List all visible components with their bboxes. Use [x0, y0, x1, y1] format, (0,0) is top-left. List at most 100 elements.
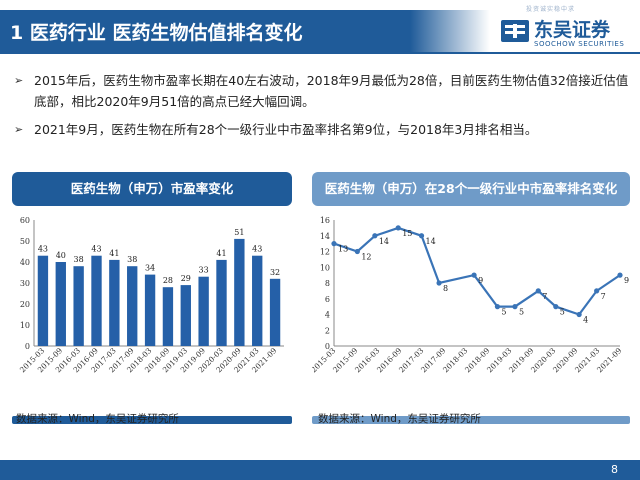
left-chart-source: 数据来源：Wind，东吴证券研究所	[16, 413, 179, 425]
left-chart-footer-bar	[12, 416, 292, 424]
bar	[127, 266, 138, 346]
bullet-text: 2015年后，医药生物市盈率长期在40左右波动，2018年9月最低为28倍，目前…	[34, 73, 629, 109]
rank-point	[331, 241, 337, 247]
left-chart-header: 医药生物（申万）市盈率变化	[12, 172, 292, 206]
y-tick-label: 50	[20, 237, 30, 246]
rank-line-chart: 02468101214162015-032015-092016-032016-0…	[312, 216, 629, 375]
logo-text-cn: 东吴证券	[534, 19, 611, 41]
bar-data-label: 38	[127, 255, 137, 264]
logo-mark-icon	[501, 20, 529, 42]
rank-data-label: 14	[379, 237, 389, 246]
y-tick-label: 0	[325, 342, 330, 351]
rank-data-label: 4	[583, 316, 588, 325]
y-tick-label: 20	[20, 300, 30, 309]
y-tick-label: 2	[325, 326, 330, 335]
rank-data-label: 9	[624, 276, 629, 285]
bar	[252, 255, 263, 346]
rank-point	[395, 225, 401, 231]
y-tick-label: 10	[20, 321, 30, 330]
rank-data-label: 5	[519, 308, 524, 317]
rank-point	[471, 272, 477, 278]
left-chart-title: 医药生物（申万）市盈率变化	[70, 181, 234, 196]
bar-data-label: 43	[252, 245, 262, 254]
rank-data-label: 8	[443, 284, 448, 293]
bar	[269, 278, 281, 346]
y-tick-label: 60	[20, 216, 30, 225]
bar	[37, 255, 49, 346]
rank-series-line	[333, 226, 621, 316]
header-divider	[0, 52, 640, 54]
right-chart-panel: 医药生物（申万）在28个一级行业中市盈率排名变化 0 2 4 6 8 10 12 14 16 20…	[312, 172, 630, 424]
bar	[55, 262, 66, 346]
y-tick-label: 40	[20, 258, 30, 267]
rank-data-label: 5	[560, 308, 565, 317]
rank-data-label: 5	[501, 308, 506, 317]
right-chart-source: 数据来源：Wind，东吴证券研究所	[318, 413, 481, 425]
bar-data-label: 29	[181, 274, 191, 283]
y-tick-label: 16	[320, 216, 330, 225]
rank-point	[535, 288, 541, 294]
bar	[162, 287, 174, 346]
rank-point	[553, 304, 559, 310]
bar-data-label: 32	[270, 268, 280, 277]
bar	[216, 259, 227, 346]
bar-data-label: 43	[91, 245, 101, 254]
right-chart-title: 医药生物（申万）在28个一级行业中市盈率排名变化	[324, 181, 618, 196]
bar-data-label: 43	[38, 245, 48, 254]
rank-point	[418, 233, 425, 239]
bullet-item: ➢ 2021年9月，医药生物在所有28个一级行业中市盈率排名第9位，与2018年…	[14, 119, 629, 140]
y-tick-label: 10	[320, 263, 330, 272]
y-tick-label: 30	[20, 279, 30, 288]
rank-point	[617, 272, 623, 278]
y-tick-label: 0	[25, 342, 30, 351]
rank-data-label: 15	[402, 229, 412, 238]
pe-bar-chart: 0102030405060432015-03402015-09382016-03…	[18, 216, 284, 374]
bar	[198, 276, 209, 346]
bar-data-label: 34	[145, 264, 155, 273]
rank-data-label: 9	[478, 276, 483, 285]
rank-data-label: 12	[361, 253, 371, 262]
y-tick-label: 14	[320, 232, 330, 241]
left-chart-panel: 医药生物（申万）市盈率变化 0 10 20 30 40 50 60 43 2015-03 40 20…	[12, 172, 292, 424]
title-bar: 1 医药行业 医药生物估值排名变化	[0, 10, 410, 52]
bullet-item: ➢ 2015年后，医药生物市盈率长期在40左右波动，2018年9月最低为28倍，…	[14, 70, 629, 112]
bar-data-label: 38	[74, 255, 84, 264]
bullet-arrow-icon: ➢	[14, 123, 24, 136]
bar-data-label: 41	[109, 249, 119, 258]
rank-point	[512, 304, 518, 310]
rank-data-label: 7	[542, 292, 547, 301]
rank-point	[576, 311, 582, 318]
company-logo: 投资诚实稳中求 东吴证券 SOOCHOW SECURITIES	[500, 4, 636, 50]
right-chart-header: 医药生物（申万）在28个一级行业中市盈率排名变化	[312, 172, 630, 206]
bar	[73, 266, 84, 346]
bar-data-label: 28	[163, 276, 173, 285]
bar-data-label: 41	[216, 249, 226, 258]
bar-data-label: 51	[234, 228, 244, 237]
bar	[144, 274, 156, 346]
page-title: 1 医药行业 医药生物估值排名变化	[10, 22, 303, 44]
rank-data-label: 13	[338, 245, 348, 254]
bar	[109, 259, 120, 346]
y-tick-label: 6	[325, 295, 330, 304]
bar-data-label: 33	[199, 266, 209, 275]
page-footer: 8	[0, 460, 640, 480]
bar-data-label: 40	[56, 251, 66, 260]
bullet-arrow-icon: ➢	[14, 74, 24, 87]
bullet-text: 2021年9月，医药生物在所有28个一级行业中市盈率排名第9位，与2018年3月…	[34, 122, 538, 137]
rank-point	[372, 233, 378, 239]
page-number: 8	[611, 463, 618, 476]
bar	[234, 238, 245, 346]
rank-data-label: 7	[601, 292, 606, 301]
bar	[180, 285, 191, 346]
bar	[91, 255, 102, 346]
logo-slogan: 投资诚实稳中求	[526, 6, 576, 13]
logo-text-en: SOOCHOW SECURITIES	[534, 40, 625, 48]
bullet-list: ➢ 2015年后，医药生物市盈率长期在40左右波动，2018年9月最低为28倍，…	[14, 70, 629, 147]
rank-point	[594, 288, 600, 294]
x-tick-label: 2021-09	[595, 346, 624, 375]
rank-point	[436, 280, 442, 286]
y-tick-label: 8	[325, 279, 330, 288]
rank-point	[354, 248, 360, 255]
y-tick-label: 4	[325, 311, 330, 320]
right-chart-footer-bar	[312, 416, 630, 424]
